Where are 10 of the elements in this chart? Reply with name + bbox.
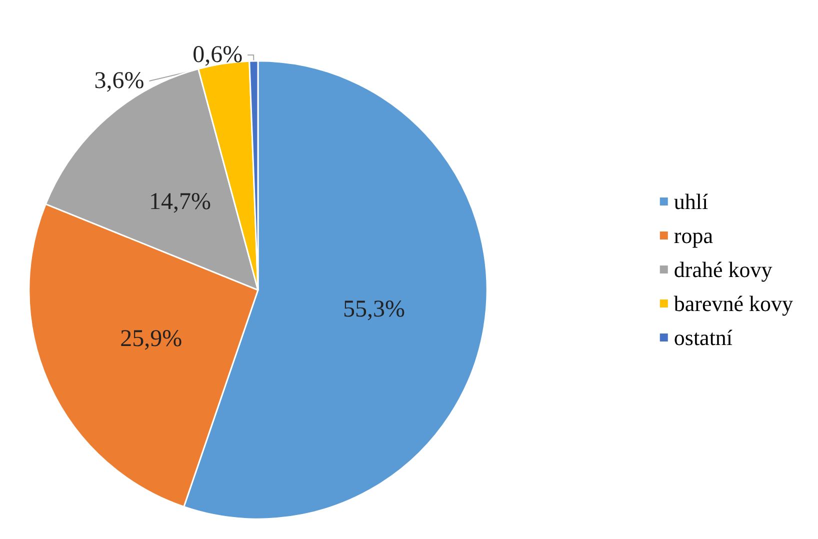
data-label: 14,7% xyxy=(149,189,212,216)
legend-label: ropa xyxy=(674,223,714,248)
legend-label: barevné kovy xyxy=(674,291,794,316)
legend-label: drahé kovy xyxy=(674,257,772,282)
data-label: 55,3% xyxy=(342,296,405,322)
data-label: 3,6% xyxy=(94,68,144,94)
data-label: 0,6% xyxy=(192,42,243,68)
legend-label: uhlí xyxy=(674,189,708,214)
data-label: 25,9% xyxy=(120,326,182,352)
legend-label: ostatní xyxy=(674,325,733,350)
